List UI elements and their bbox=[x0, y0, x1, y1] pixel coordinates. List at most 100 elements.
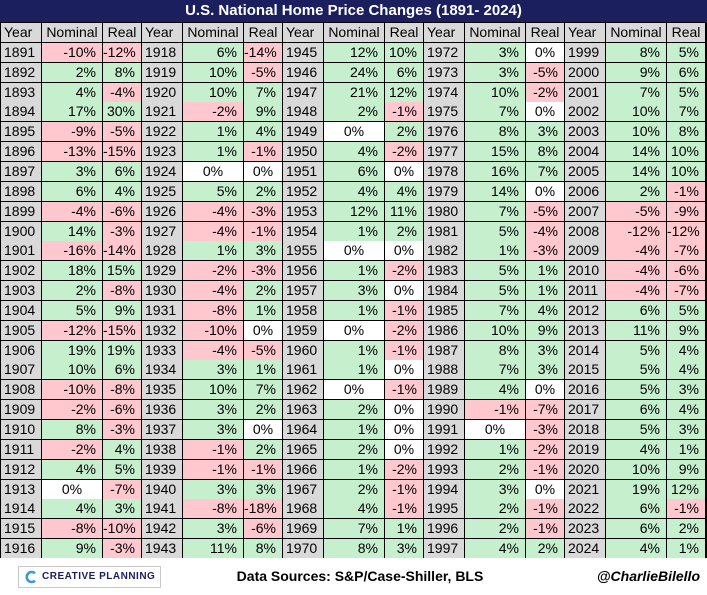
nominal-cell: 1% bbox=[183, 241, 243, 260]
real-cell: 3% bbox=[244, 241, 282, 260]
nominal-cell: 0% bbox=[465, 420, 525, 439]
year-cell: 1976 bbox=[424, 122, 464, 141]
year-cell: 2015 bbox=[565, 360, 605, 379]
nominal-cell: 1% bbox=[324, 360, 384, 379]
real-cell: -3% bbox=[103, 420, 141, 439]
real-cell: 1% bbox=[244, 301, 282, 320]
nominal-cell: 4% bbox=[606, 440, 666, 459]
year-cell: 1946 bbox=[283, 63, 323, 82]
nominal-cell: 7% bbox=[465, 202, 525, 221]
nominal-cell: 5% bbox=[606, 420, 666, 439]
nominal-cell: 5% bbox=[465, 222, 525, 241]
nominal-cell: -2% bbox=[183, 261, 243, 280]
year-cell: 2014 bbox=[565, 341, 605, 360]
real-cell: 10% bbox=[667, 162, 705, 181]
year-cell: 1950 bbox=[283, 142, 323, 161]
nominal-cell: -12% bbox=[42, 321, 102, 340]
year-cell: 2000 bbox=[565, 63, 605, 82]
nominal-cell: 12% bbox=[324, 202, 384, 221]
year-cell: 1896 bbox=[1, 142, 41, 161]
real-cell: 0% bbox=[244, 420, 282, 439]
year-cell: 1912 bbox=[1, 460, 41, 479]
nominal-cell: 7% bbox=[465, 301, 525, 320]
nominal-cell: -4% bbox=[42, 202, 102, 221]
year-cell: 1974 bbox=[424, 83, 464, 102]
header-real: Real bbox=[667, 23, 705, 42]
real-cell: -5% bbox=[103, 122, 141, 141]
header-nominal: Nominal bbox=[324, 23, 384, 42]
nominal-cell: -10% bbox=[183, 321, 243, 340]
year-cell: 1929 bbox=[142, 261, 182, 280]
real-cell: 0% bbox=[244, 321, 282, 340]
real-cell: 0% bbox=[526, 182, 564, 201]
real-cell: 5% bbox=[667, 301, 705, 320]
year-cell: 1988 bbox=[424, 360, 464, 379]
year-cell: 2020 bbox=[565, 460, 605, 479]
table-column-1: Year Nominal Real 1891 -10% -12% 1892 2% 8% 1893 4… bbox=[1, 22, 141, 578]
real-cell: -12% bbox=[667, 222, 705, 241]
year-cell: 1943 bbox=[142, 539, 182, 558]
nominal-cell: 12% bbox=[324, 43, 384, 62]
year-cell: 1925 bbox=[142, 182, 182, 201]
header-nominal: Nominal bbox=[606, 23, 666, 42]
nominal-cell: 1% bbox=[324, 460, 384, 479]
real-cell: -1% bbox=[526, 499, 564, 518]
year-cell: 1959 bbox=[283, 321, 323, 340]
nominal-cell: 9% bbox=[42, 539, 102, 558]
year-cell: 1990 bbox=[424, 400, 464, 419]
real-cell: 4% bbox=[526, 301, 564, 320]
year-cell: 1964 bbox=[283, 420, 323, 439]
header-nominal: Nominal bbox=[183, 23, 243, 42]
creative-planning-logo-icon bbox=[25, 570, 36, 584]
real-cell: -7% bbox=[667, 241, 705, 260]
year-cell: 1991 bbox=[424, 420, 464, 439]
year-cell: 1948 bbox=[283, 102, 323, 121]
year-cell: 1985 bbox=[424, 301, 464, 320]
nominal-cell: 1% bbox=[324, 222, 384, 241]
real-cell: -6% bbox=[667, 261, 705, 280]
year-cell: 2021 bbox=[565, 480, 605, 499]
real-cell: 1% bbox=[526, 281, 564, 300]
year-cell: 1891 bbox=[1, 43, 41, 62]
real-cell: 3% bbox=[667, 420, 705, 439]
author-handle: @CharlieBilello bbox=[596, 568, 700, 584]
real-cell: 0% bbox=[385, 440, 423, 459]
nominal-cell: 9% bbox=[606, 63, 666, 82]
real-cell: 2% bbox=[385, 222, 423, 241]
year-cell: 1920 bbox=[142, 83, 182, 102]
real-cell: 8% bbox=[526, 142, 564, 161]
year-cell: 1893 bbox=[1, 83, 41, 102]
nominal-cell: -4% bbox=[606, 241, 666, 260]
real-cell: -3% bbox=[103, 222, 141, 241]
real-cell: -5% bbox=[526, 202, 564, 221]
year-cell: 1904 bbox=[1, 301, 41, 320]
year-cell: 1947 bbox=[283, 83, 323, 102]
year-cell: 1928 bbox=[142, 241, 182, 260]
year-cell: 2005 bbox=[565, 162, 605, 181]
real-cell: 12% bbox=[667, 480, 705, 499]
nominal-cell: 2% bbox=[465, 519, 525, 538]
real-cell: -6% bbox=[103, 400, 141, 419]
real-cell: 3% bbox=[526, 122, 564, 141]
year-cell: 1963 bbox=[283, 400, 323, 419]
real-cell: 2% bbox=[244, 400, 282, 419]
nominal-cell: 0% bbox=[324, 380, 384, 399]
table-column-4: Year Nominal Real 1972 3% 0% 1973 3% -5% 1974 10% -… bbox=[424, 22, 564, 578]
nominal-cell: -8% bbox=[183, 301, 243, 320]
real-cell: 9% bbox=[526, 321, 564, 340]
nominal-cell: 11% bbox=[183, 539, 243, 558]
year-cell: 1999 bbox=[565, 43, 605, 62]
real-cell: -8% bbox=[103, 281, 141, 300]
nominal-cell: 5% bbox=[606, 380, 666, 399]
real-cell: 5% bbox=[103, 460, 141, 479]
real-cell: 0% bbox=[385, 162, 423, 181]
year-cell: 1903 bbox=[1, 281, 41, 300]
real-cell: 0% bbox=[385, 360, 423, 379]
nominal-cell: 0% bbox=[42, 480, 102, 499]
real-cell: -2% bbox=[385, 460, 423, 479]
nominal-cell: 6% bbox=[606, 519, 666, 538]
real-cell: 6% bbox=[667, 63, 705, 82]
nominal-cell: 1% bbox=[465, 440, 525, 459]
real-cell: -3% bbox=[526, 420, 564, 439]
year-cell: 2023 bbox=[565, 519, 605, 538]
